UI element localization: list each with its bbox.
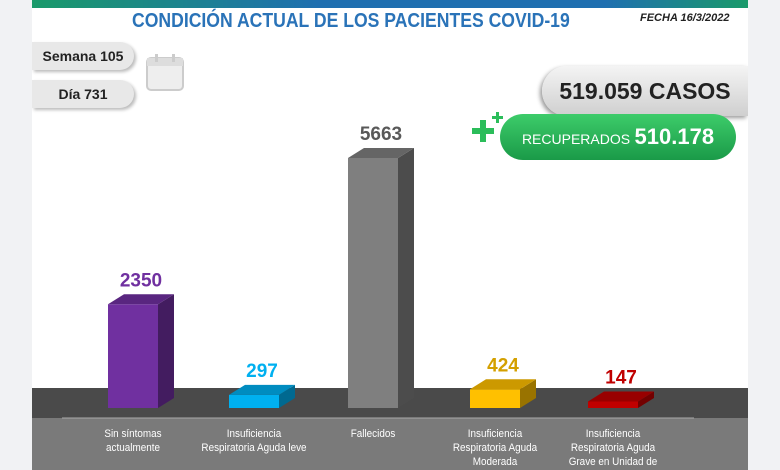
data-label: 5663 bbox=[360, 124, 402, 145]
bar: 147 bbox=[588, 368, 654, 408]
day-badge: Día 731 bbox=[32, 80, 134, 108]
data-label: 424 bbox=[487, 355, 519, 376]
category-label: Fallecidos bbox=[350, 428, 396, 440]
page-title: CONDICIÓN ACTUAL DE LOS PACIENTES COVID-… bbox=[132, 10, 570, 32]
calendar-icon bbox=[146, 54, 184, 91]
category-label: Sin síntomas actualmente bbox=[104, 428, 162, 454]
bar: 2350 bbox=[108, 270, 174, 408]
plus-icon bbox=[472, 112, 503, 142]
bar-top bbox=[470, 379, 536, 390]
bar-side bbox=[520, 379, 536, 408]
recovered-value: 510.178 bbox=[634, 124, 715, 149]
category-label: Insuficiencia Respiratoria Aguda leve bbox=[201, 428, 307, 454]
category-label: Insuficiencia Respiratoria Aguda Moderad… bbox=[452, 428, 538, 468]
bar-front bbox=[588, 401, 638, 408]
bar-side bbox=[638, 391, 654, 408]
data-label: 2350 bbox=[120, 270, 162, 291]
bar: 5663 bbox=[348, 124, 414, 408]
bar-chart: 2350 297 5663 424 147 bbox=[32, 124, 748, 470]
bar-top bbox=[108, 294, 174, 305]
bar-side bbox=[158, 294, 174, 408]
category-label: Insuficiencia Respiratoria Aguda Grave e… bbox=[568, 428, 658, 468]
bar-top bbox=[229, 384, 295, 395]
bar: 297 bbox=[229, 361, 295, 408]
category-band bbox=[32, 418, 748, 470]
top-banner bbox=[32, 0, 748, 8]
bar: 424 bbox=[470, 355, 536, 408]
week-badge: Semana 105 bbox=[32, 42, 134, 70]
date-label: FECHA 16/3/2022 bbox=[640, 12, 730, 24]
bar-front bbox=[348, 158, 398, 408]
bar-front bbox=[108, 304, 158, 408]
bar-front bbox=[470, 389, 520, 408]
recovered-badge: RECUPERADOS 510.178 bbox=[500, 114, 736, 160]
bar-top bbox=[348, 148, 414, 158]
bar-front bbox=[229, 394, 279, 408]
recovered-label: RECUPERADOS bbox=[521, 131, 631, 147]
bar-side bbox=[279, 384, 295, 408]
infographic-card: CONDICIÓN ACTUAL DE LOS PACIENTES COVID-… bbox=[32, 0, 748, 470]
total-cases-badge: 519.059 CASOS bbox=[542, 66, 748, 116]
bar-side bbox=[398, 148, 414, 408]
data-label: 297 bbox=[246, 361, 278, 382]
data-label: 147 bbox=[605, 368, 637, 389]
bar-top bbox=[588, 391, 654, 402]
